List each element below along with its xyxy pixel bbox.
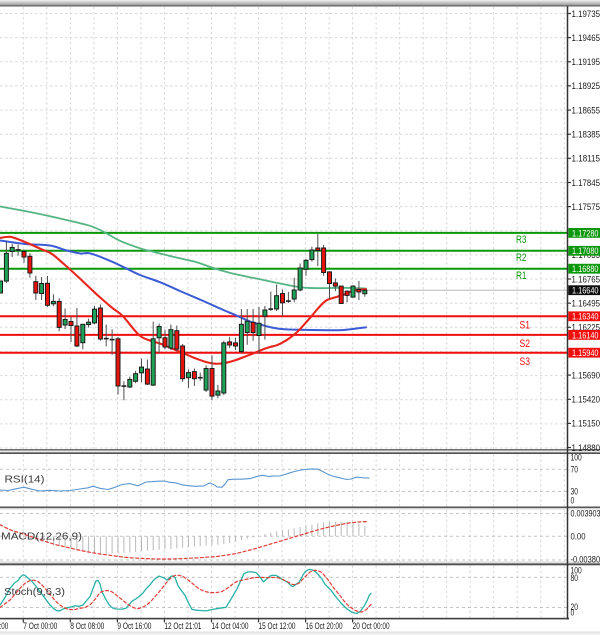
svg-text:1.19195: 1.19195 [572, 57, 600, 67]
svg-text:1.16495: 1.16495 [572, 299, 600, 309]
svg-text:MACD(12,26,9): MACD(12,26,9) [1, 531, 82, 543]
svg-text:1.16640: 1.16640 [572, 286, 599, 296]
svg-text:-0.003807: -0.003807 [571, 554, 600, 564]
svg-text:S2: S2 [520, 338, 531, 350]
svg-text:1.18925: 1.18925 [572, 81, 600, 91]
svg-text:0: 0 [571, 607, 575, 617]
svg-text:8 Oct 08:00: 8 Oct 08:00 [70, 621, 104, 631]
svg-text:1.15420: 1.15420 [572, 395, 600, 405]
svg-text:15 Oct 12:00: 15 Oct 12:00 [259, 621, 296, 631]
svg-text:S3: S3 [520, 356, 531, 368]
svg-text:100: 100 [571, 566, 582, 576]
svg-text:12 Oct 21:01: 12 Oct 21:01 [164, 621, 201, 631]
svg-text:1.16340: 1.16340 [572, 312, 599, 322]
svg-text:20 Oct 00:00: 20 Oct 00:00 [353, 621, 390, 631]
svg-text:1.17845: 1.17845 [572, 178, 600, 188]
svg-text:20: 20 [571, 602, 579, 612]
svg-text:1.19735: 1.19735 [572, 9, 600, 19]
svg-text:1.16880: 1.16880 [572, 264, 599, 274]
svg-text:1.17080: 1.17080 [572, 246, 599, 256]
svg-text:1.16765: 1.16765 [572, 274, 600, 284]
svg-text:RSI(14): RSI(14) [5, 474, 45, 486]
svg-text:100: 100 [571, 452, 582, 462]
svg-text:80: 80 [571, 573, 579, 583]
svg-text:R2: R2 [516, 252, 527, 264]
svg-text:16 Oct 20:00: 16 Oct 20:00 [306, 621, 343, 631]
svg-text:1.15690: 1.15690 [572, 370, 600, 380]
svg-text:9 Oct 16:00: 9 Oct 16:00 [117, 621, 151, 631]
svg-text:1.17280: 1.17280 [572, 228, 599, 238]
svg-text:30: 30 [571, 487, 579, 497]
svg-text:R3: R3 [516, 234, 527, 246]
svg-text:Stoch(9,6,3): Stoch(9,6,3) [4, 586, 65, 598]
svg-text:R1: R1 [516, 270, 527, 282]
svg-text:0: 0 [571, 496, 575, 506]
svg-text:1.14880: 1.14880 [572, 443, 600, 453]
svg-text:7 Oct 00:00: 7 Oct 00:00 [23, 621, 57, 631]
svg-text:1.18385: 1.18385 [572, 130, 600, 140]
svg-text:1.18655: 1.18655 [572, 105, 600, 115]
svg-text:1.16140: 1.16140 [572, 330, 599, 340]
svg-text:0.00: 0.00 [571, 531, 586, 541]
svg-text:1.19465: 1.19465 [572, 33, 600, 43]
svg-text:1.18115: 1.18115 [572, 154, 600, 164]
svg-text:70: 70 [571, 464, 579, 474]
svg-text:S1: S1 [520, 320, 531, 332]
svg-text:14 Oct 04:00: 14 Oct 04:00 [212, 621, 249, 631]
svg-text:1.15940: 1.15940 [572, 348, 599, 358]
svg-text:0.003903: 0.003903 [571, 509, 600, 519]
svg-text:1.16225: 1.16225 [572, 323, 600, 333]
svg-text:1.15150: 1.15150 [572, 419, 600, 429]
svg-text:1.17575: 1.17575 [572, 202, 600, 212]
svg-text:0:00: 0:00 [0, 621, 8, 631]
